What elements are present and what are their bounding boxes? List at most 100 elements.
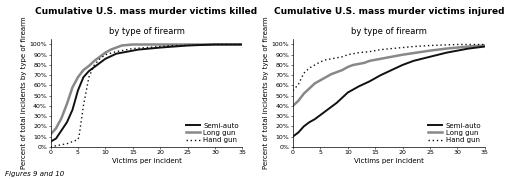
Hand gun [482, 43, 488, 46]
Long gun [388, 56, 394, 58]
Hand gun [53, 145, 59, 147]
Long gun [86, 65, 92, 67]
Semi-auto [411, 60, 417, 62]
Hand gun [75, 139, 81, 141]
Long gun [399, 54, 406, 56]
Hand gun [454, 43, 461, 46]
Long gun [91, 60, 97, 62]
Hand gun [427, 44, 433, 47]
Semi-auto [69, 109, 75, 111]
Semi-auto [295, 131, 301, 134]
Long gun [339, 69, 345, 71]
Semi-auto [103, 58, 109, 60]
Hand gun [69, 141, 75, 143]
Hand gun [97, 58, 103, 60]
Hand gun [307, 67, 313, 69]
Hand gun [103, 54, 109, 56]
Hand gun [113, 51, 119, 53]
Semi-auto [212, 43, 218, 46]
Long gun [103, 52, 109, 54]
Hand gun [378, 49, 384, 51]
Hand gun [47, 146, 54, 148]
Semi-auto [334, 102, 340, 104]
Semi-auto [312, 118, 318, 120]
Long gun [75, 76, 81, 78]
Semi-auto [323, 110, 329, 112]
Semi-auto [113, 53, 119, 55]
Semi-auto [59, 129, 65, 132]
Long gun [356, 63, 362, 65]
Hand gun [157, 45, 163, 48]
Text: Cumulative U.S. mass murder victims killed: Cumulative U.S. mass murder victims kill… [35, 7, 258, 16]
Hand gun [168, 44, 174, 47]
Text: Cumulative U.S. mass murder victims injured: Cumulative U.S. mass murder victims inju… [274, 7, 504, 16]
Long gun [59, 117, 65, 119]
Hand gun [212, 43, 218, 46]
Semi-auto [301, 125, 307, 127]
Hand gun [86, 76, 92, 78]
Hand gun [59, 144, 65, 146]
X-axis label: Victims per incident: Victims per incident [354, 158, 424, 164]
Semi-auto [317, 114, 323, 116]
Text: by type of firearm: by type of firearm [109, 27, 184, 36]
Legend: Semi-auto, Long gun, Hand gun: Semi-auto, Long gun, Hand gun [428, 123, 481, 143]
Semi-auto [184, 44, 190, 47]
Long gun [130, 43, 136, 46]
Hand gun [328, 58, 334, 60]
Semi-auto [124, 51, 130, 53]
Long gun [307, 87, 313, 90]
Long gun [113, 47, 119, 49]
Long gun [69, 86, 75, 89]
Hand gun [345, 54, 351, 56]
Long gun [427, 50, 433, 52]
Long gun [372, 59, 378, 61]
Hand gun [295, 83, 301, 85]
Long gun [119, 44, 125, 47]
Hand gun [356, 52, 362, 54]
Long gun [295, 100, 301, 102]
Semi-auto [482, 45, 488, 48]
Hand gun [91, 64, 97, 66]
Text: Figures 9 and 10: Figures 9 and 10 [5, 171, 64, 177]
Hand gun [301, 72, 307, 74]
Long gun [239, 43, 245, 46]
Hand gun [312, 64, 318, 66]
Long gun [361, 62, 367, 64]
Semi-auto [80, 76, 86, 78]
Hand gun [323, 59, 329, 61]
Semi-auto [307, 121, 313, 123]
Long gun [108, 49, 114, 51]
Semi-auto [388, 69, 394, 71]
Hand gun [184, 44, 190, 47]
Long gun [290, 105, 296, 107]
Semi-auto [135, 49, 141, 51]
Line: Semi-auto: Semi-auto [50, 45, 242, 142]
Long gun [97, 56, 103, 58]
Semi-auto [339, 97, 345, 99]
Line: Long gun: Long gun [293, 45, 485, 106]
Long gun [80, 69, 86, 71]
Semi-auto [75, 90, 81, 92]
Long gun [317, 79, 323, 81]
Hand gun [367, 51, 373, 53]
Long gun [465, 45, 471, 48]
Long gun [328, 73, 334, 75]
Line: Hand gun: Hand gun [293, 45, 485, 91]
Hand gun [411, 45, 417, 48]
Semi-auto [290, 136, 296, 138]
Semi-auto [47, 141, 54, 143]
Long gun [378, 58, 384, 60]
Hand gun [64, 143, 70, 145]
Hand gun [334, 57, 340, 59]
Semi-auto [53, 137, 59, 140]
Semi-auto [356, 85, 362, 88]
Semi-auto [443, 52, 449, 54]
Semi-auto [239, 43, 245, 46]
Hand gun [388, 47, 394, 50]
Hand gun [76, 136, 82, 138]
Long gun [64, 103, 70, 105]
Long gun [443, 47, 449, 50]
Hand gun [239, 43, 245, 46]
X-axis label: Victims per incident: Victims per incident [112, 158, 181, 164]
Semi-auto [367, 80, 373, 82]
